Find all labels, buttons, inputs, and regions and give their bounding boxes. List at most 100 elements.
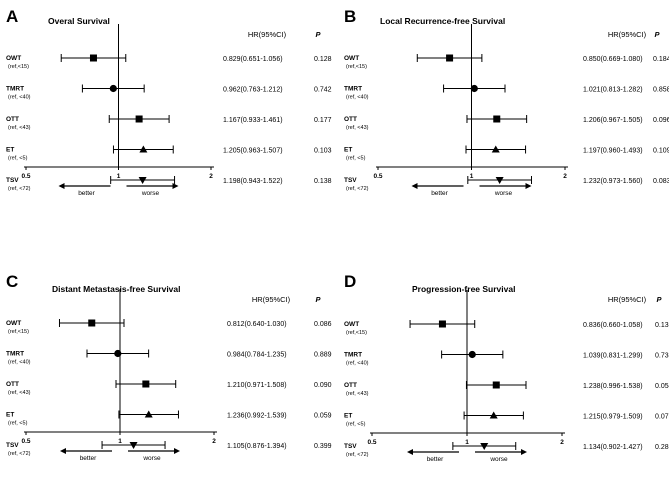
point-estimate-triangle-down (480, 443, 489, 450)
row-ref: (ref, <5) (8, 156, 28, 162)
row-ott: OTT (ref, <43) 1.238(0.996-1.538) 0.054 (344, 381, 669, 397)
row-label: OWT (6, 55, 21, 62)
p-value: 0.738 (655, 353, 669, 360)
row-et: ET (ref, <5) 1.205(0.963-1.507) 0.103 (6, 145, 332, 162)
row-label: ET (344, 413, 352, 420)
p-value: 0.083 (653, 178, 669, 185)
row-label: OWT (344, 55, 359, 62)
hr-ci-value: 0.812(0.640-1.030) (227, 321, 287, 328)
row-label: TSV (6, 442, 19, 449)
p-header: P (656, 295, 662, 304)
worse-label: worse (489, 456, 508, 463)
hr-ci-value: 1.210(0.971-1.508) (227, 382, 287, 389)
x-tick-label: 2 (212, 438, 216, 445)
point-estimate-triangle-down (129, 442, 138, 449)
point-estimate-circle (470, 84, 478, 93)
p-value: 0.078 (655, 414, 669, 421)
row-tsv: TSV (ref, <72) 1.134(0.902-1.427) 0.281 (344, 442, 669, 458)
row-ref: (ref, <72) (346, 452, 369, 458)
worse-label: worse (142, 455, 161, 462)
panel-letter: C (6, 272, 18, 291)
point-estimate-circle (109, 84, 117, 93)
hr-ci-value: 0.829(0.651-1.056) (223, 56, 283, 63)
p-value: 0.742 (314, 87, 332, 94)
p-value: 0.109 (653, 148, 669, 155)
row-ref: (ref, <72) (346, 186, 369, 192)
point-estimate-triangle-up (139, 145, 148, 153)
hr-ci-value: 1.236(0.992-1.539) (227, 413, 287, 420)
better-arrow-icon (60, 448, 66, 454)
hr-header: HR(95%CI) (608, 30, 647, 39)
row-ref: (ref,<15) (346, 330, 367, 336)
point-estimate-square (438, 320, 446, 328)
p-header: P (654, 30, 660, 39)
row-label: OTT (6, 381, 19, 388)
row-owt: OWT (ref,<15) 0.829(0.651-1.056) 0.128 (6, 54, 332, 70)
row-ref: (ref,<15) (8, 64, 29, 70)
panel-letter: A (6, 7, 18, 26)
better-label: better (427, 456, 444, 463)
row-tmrt: TMRT (ref, <40) 1.039(0.831-1.299) 0.738 (344, 350, 669, 367)
worse-arrow-icon (525, 183, 532, 189)
x-tick-label: 1 (470, 173, 474, 180)
panel-letter: D (344, 272, 356, 291)
p-value: 0.138 (314, 178, 332, 185)
row-label: OTT (6, 116, 19, 123)
row-ref: (ref, <5) (346, 156, 366, 162)
row-ref: (ref, <72) (8, 186, 31, 192)
row-label: ET (6, 412, 14, 419)
x-tick-label: 1 (117, 173, 121, 180)
row-label: TSV (344, 177, 357, 184)
p-value: 0.177 (314, 117, 332, 124)
hr-ci-value: 1.206(0.967-1.505) (583, 117, 643, 124)
p-header: P (315, 30, 321, 39)
hr-ci-value: 1.232(0.973-1.560) (583, 178, 643, 185)
point-estimate-square (446, 54, 454, 62)
p-value: 0.054 (655, 383, 669, 390)
p-value: 0.090 (314, 382, 332, 389)
worse-label: worse (494, 190, 513, 197)
p-value: 0.184 (653, 56, 669, 63)
row-owt: OWT (ref,<15) 0.812(0.640-1.030) 0.086 (6, 319, 332, 335)
worse-arrow-icon (521, 449, 527, 455)
row-ref: (ref, <40) (8, 360, 31, 366)
p-value: 0.059 (314, 413, 332, 420)
point-estimate-square (492, 381, 500, 389)
hr-header: HR(95%CI) (608, 295, 647, 304)
point-estimate-square (493, 115, 501, 123)
row-ott: OTT (ref, <43) 1.210(0.971-1.508) 0.090 (6, 380, 332, 396)
hr-header: HR(95%CI) (252, 295, 291, 304)
row-ott: OTT (ref, <43) 1.206(0.967-1.505) 0.096 (344, 115, 669, 131)
row-ref: (ref, <40) (346, 95, 369, 101)
row-label: ET (344, 147, 352, 154)
p-header: P (315, 295, 321, 304)
row-ref: (ref, <43) (8, 125, 31, 131)
hr-ci-value: 1.215(0.979-1.509) (583, 414, 643, 421)
row-label: TMRT (6, 86, 24, 93)
row-label: OWT (344, 321, 359, 328)
hr-ci-value: 1.134(0.902-1.427) (583, 444, 643, 451)
better-arrow-icon (407, 449, 413, 455)
better-label: better (80, 455, 97, 462)
row-ref: (ref, <72) (8, 451, 31, 457)
row-ref: (ref,<15) (8, 329, 29, 335)
row-tsv: TSV (ref, <72) 1.105(0.876-1.394) 0.399 (6, 441, 332, 457)
point-estimate-triangle-up (489, 411, 498, 419)
row-tsv: TSV (ref, <72) 1.198(0.943-1.522) 0.138 (6, 176, 332, 192)
worse-label: worse (141, 190, 160, 197)
p-value: 0.858 (653, 87, 669, 94)
hr-ci-value: 1.167(0.933-1.461) (223, 117, 283, 124)
x-tick-label: 0.5 (21, 173, 30, 180)
row-owt: OWT (ref,<15) 0.836(0.660-1.058) 0.135 (344, 320, 669, 336)
row-ref: (ref, <5) (346, 422, 366, 428)
row-label: TMRT (344, 352, 362, 359)
better-arrow-icon (411, 183, 418, 189)
hr-ci-value: 1.238(0.996-1.538) (583, 383, 643, 390)
row-tmrt: TMRT (ref, <40) 1.021(0.813-1.282) 0.858 (344, 84, 669, 101)
point-estimate-triangle-down (495, 177, 504, 184)
x-tick-label: 1 (465, 439, 469, 446)
hr-ci-value: 1.205(0.963-1.507) (223, 148, 283, 155)
hr-ci-value: 1.105(0.876-1.394) (227, 443, 287, 450)
panel-b: B Local Recurrence-free Survival HR(95%CI)… (344, 7, 669, 197)
